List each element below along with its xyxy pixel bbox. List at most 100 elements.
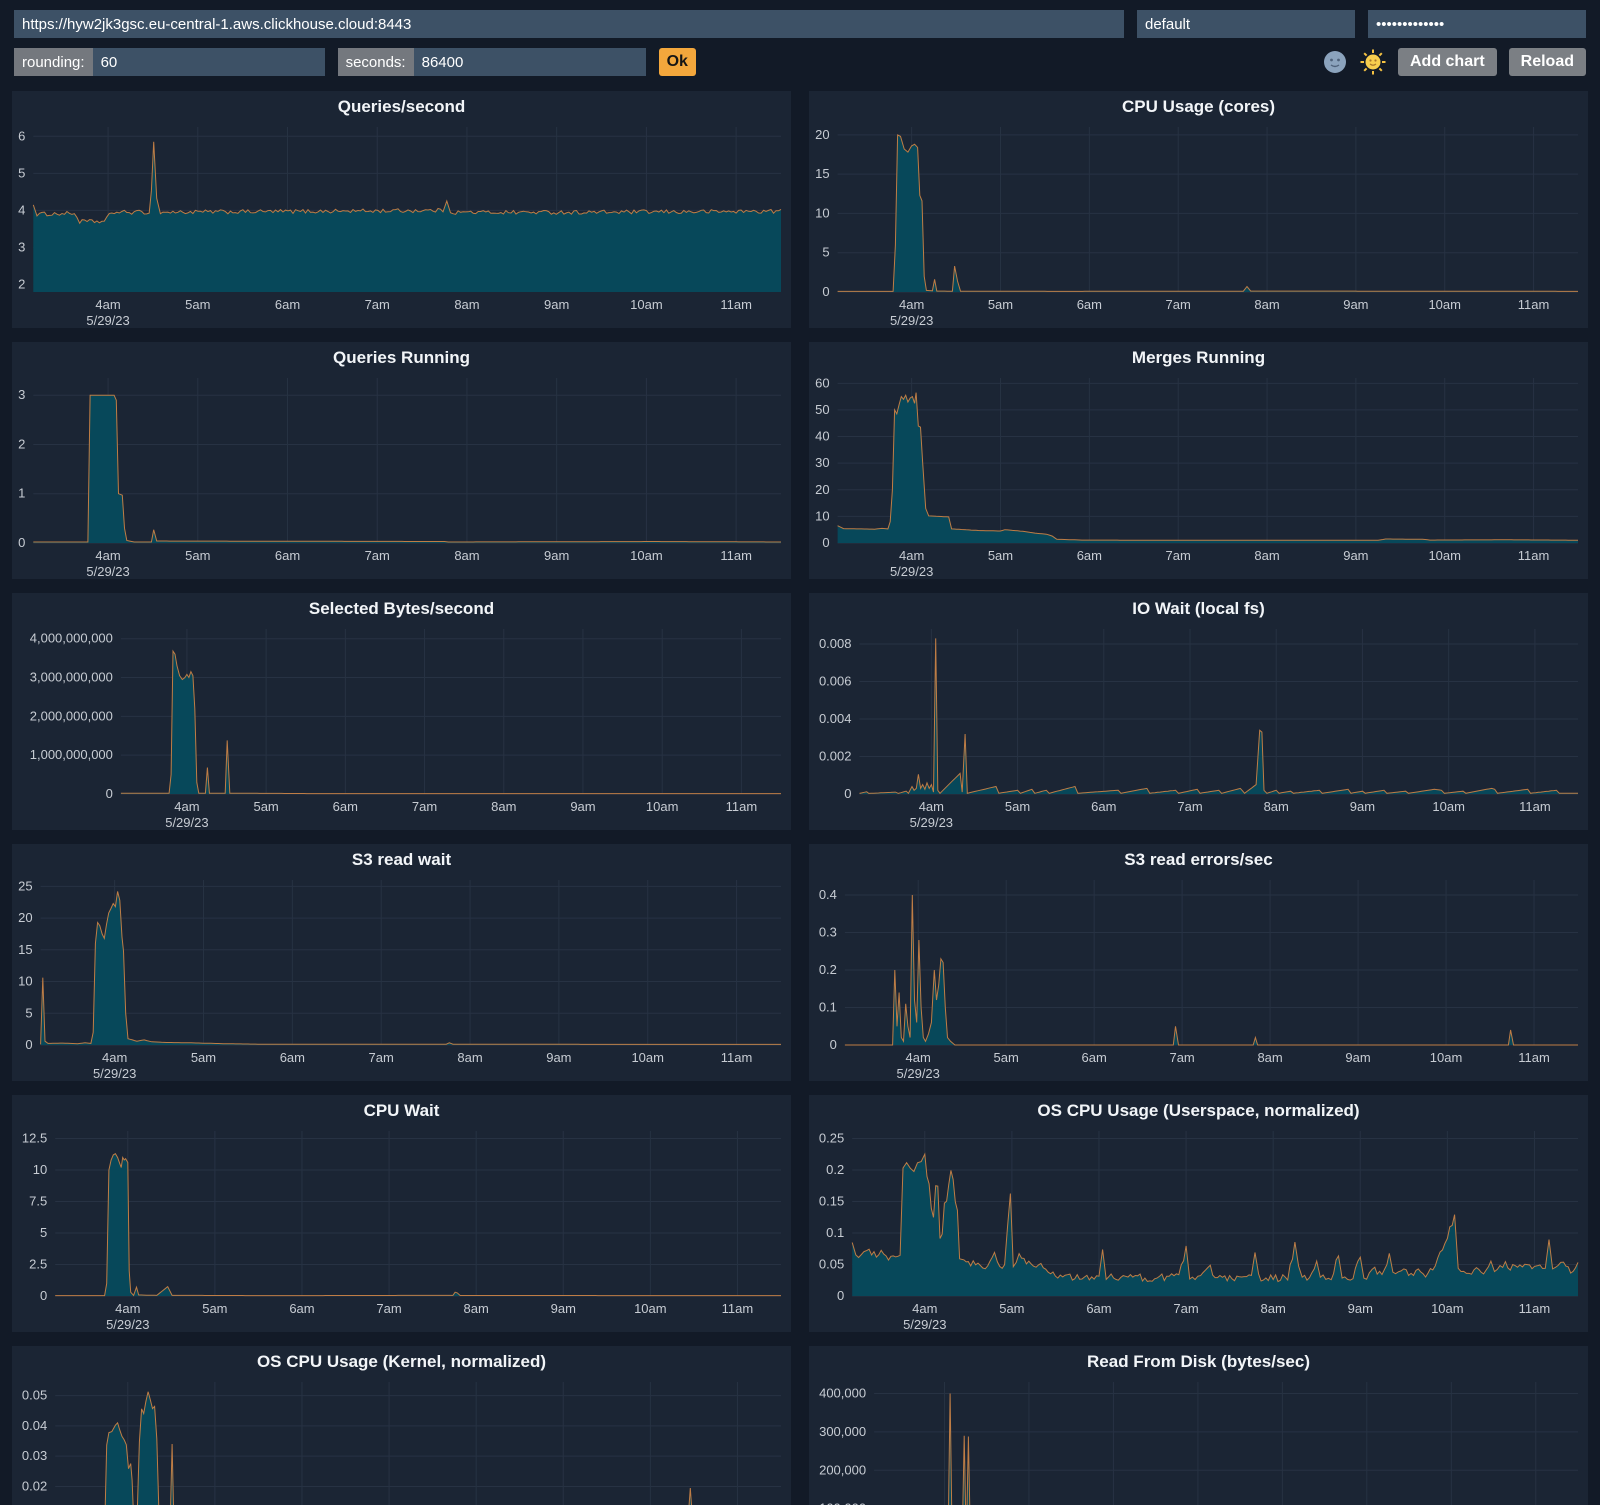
- chart-title: CPU Usage (cores): [1121, 97, 1276, 116]
- svg-text:5/29/23: 5/29/23: [165, 815, 208, 830]
- seconds-field: seconds:: [337, 48, 646, 76]
- chart-title: IO Wait (local fs): [1132, 599, 1265, 618]
- svg-text:0.004: 0.004: [819, 711, 852, 726]
- svg-text:20: 20: [18, 910, 32, 925]
- chart-plot[interactable]: 0 5 10 15 20 4am 5/29/23 5am 6am 7am 8am 9am 10am 11a…: [809, 119, 1588, 328]
- chart-plot[interactable]: 0 1 2 3 4am 5/29/23 5am 6am 7am 8am 9am 10am 11am: [12, 370, 791, 579]
- svg-text:25: 25: [18, 878, 32, 893]
- svg-text:0.1: 0.1: [826, 1225, 844, 1240]
- svg-text:0: 0: [837, 1288, 844, 1303]
- svg-text:8am: 8am: [1261, 1301, 1286, 1316]
- svg-text:0: 0: [106, 786, 113, 801]
- moon-icon[interactable]: [1322, 49, 1348, 75]
- chart-card-5: Selected Bytes/second 0 1,000,000,000 2,000…: [12, 593, 791, 830]
- svg-text:10am: 10am: [631, 1050, 664, 1065]
- svg-text:9am: 9am: [1348, 1301, 1373, 1316]
- svg-text:0.25: 0.25: [819, 1131, 844, 1146]
- svg-text:10am: 10am: [646, 799, 679, 814]
- chart-title: S3 read errors/sec: [1124, 850, 1273, 869]
- chart-title: S3 read wait: [351, 850, 452, 869]
- svg-text:5am: 5am: [202, 1301, 227, 1316]
- chart-plot[interactable]: 0 5 10 15 20 25 4am 5/29/23 5am 6am 7am 8am 9am 10am 1…: [12, 872, 791, 1081]
- svg-text:10: 10: [815, 508, 829, 523]
- svg-text:0.002: 0.002: [819, 749, 852, 764]
- svg-text:11am: 11am: [1519, 1301, 1551, 1316]
- chart-card-7: S3 read wait 0 5 10 15 20 25 4am 5/29/23 5am 6am 7a…: [12, 844, 791, 1081]
- svg-text:15: 15: [815, 166, 829, 181]
- svg-text:5am: 5am: [185, 548, 210, 563]
- svg-text:20: 20: [815, 482, 829, 497]
- chart-plot[interactable]: 00.010.020.030.040.054am5/29/235am6am7am…: [12, 1374, 791, 1505]
- svg-text:5: 5: [822, 245, 829, 260]
- chart-title: Selected Bytes/second: [308, 599, 495, 618]
- chart-card-12: Read From Disk (bytes/sec)0100,000200,00…: [809, 1346, 1588, 1505]
- chart-plot[interactable]: 2 3 4 5 6 4am 5/29/23 5am 6am 7am 8am 9am 10am 11am: [12, 119, 791, 328]
- rounding-input[interactable]: [92, 48, 325, 76]
- chart-plot[interactable]: 0 1,000,000,000 2,000,000,000 3,000,000,000…: [12, 621, 791, 830]
- svg-text:10am: 10am: [634, 1301, 667, 1316]
- svg-text:7am: 7am: [1166, 297, 1191, 312]
- svg-text:9am: 9am: [1345, 1050, 1370, 1065]
- chart-plot[interactable]: 0100,000200,000300,000400,0004am5/29/235…: [809, 1374, 1588, 1505]
- chart-plot[interactable]: 0 0.1 0.2 0.3 0.4 4am 5/29/23 5am 6am 7am 8am 9am 10…: [809, 872, 1588, 1081]
- svg-text:9am: 9am: [544, 548, 569, 563]
- svg-text:0.4: 0.4: [819, 887, 837, 902]
- svg-text:0.3: 0.3: [819, 925, 837, 940]
- chart-plot[interactable]: 0 0.05 0.1 0.15 0.2 0.25 4am 5/29/23 5am 6am 7am 8a…: [809, 1123, 1588, 1332]
- svg-text:0: 0: [18, 535, 25, 550]
- svg-text:400,000: 400,000: [819, 1386, 866, 1401]
- password-input[interactable]: [1368, 10, 1586, 38]
- svg-text:6am: 6am: [275, 548, 300, 563]
- controls-bar: rounding: seconds: Ok: [14, 48, 1586, 76]
- svg-text:9am: 9am: [1350, 799, 1375, 814]
- add-chart-button[interactable]: Add chart: [1397, 48, 1497, 76]
- svg-text:4am: 4am: [95, 297, 120, 312]
- svg-text:7am: 7am: [365, 297, 390, 312]
- svg-text:10am: 10am: [1430, 1050, 1463, 1065]
- svg-text:0.03: 0.03: [22, 1448, 47, 1463]
- svg-text:8am: 8am: [491, 799, 516, 814]
- svg-text:8am: 8am: [464, 1301, 489, 1316]
- svg-text:6am: 6am: [1091, 799, 1116, 814]
- ok-button[interactable]: Ok: [658, 48, 696, 76]
- svg-text:5: 5: [18, 165, 25, 180]
- svg-text:5am: 5am: [999, 1301, 1024, 1316]
- svg-text:8am: 8am: [457, 1050, 482, 1065]
- user-input[interactable]: [1137, 10, 1355, 38]
- connection-bar: [14, 10, 1586, 38]
- sun-icon[interactable]: [1360, 49, 1386, 75]
- svg-text:5/29/23: 5/29/23: [86, 564, 129, 579]
- svg-text:1: 1: [18, 486, 25, 501]
- svg-text:5am: 5am: [185, 297, 210, 312]
- svg-text:3,000,000,000: 3,000,000,000: [30, 670, 113, 685]
- toolbar-right-group: Add chart Reload: [1322, 48, 1586, 76]
- svg-text:10: 10: [18, 974, 32, 989]
- chart-title: CPU Wait: [363, 1101, 440, 1120]
- svg-text:0.1: 0.1: [819, 1000, 837, 1015]
- charts-grid: Queries/second 2 3 4 5 6 4am 5/29/23 5am 6am 7am 8a…: [12, 91, 1588, 1505]
- svg-text:5/29/23: 5/29/23: [890, 313, 933, 328]
- svg-text:300,000: 300,000: [819, 1424, 866, 1439]
- svg-text:2.5: 2.5: [29, 1257, 47, 1272]
- svg-text:11am: 11am: [1518, 548, 1550, 563]
- svg-text:6am: 6am: [1077, 548, 1102, 563]
- chart-plot[interactable]: 0 0.002 0.004 0.006 0.008 4am 5/29/23 5am 6am 7am…: [809, 621, 1588, 830]
- svg-text:7am: 7am: [1173, 1301, 1198, 1316]
- url-input[interactable]: [14, 10, 1124, 38]
- svg-text:0: 0: [25, 1037, 32, 1052]
- chart-plot[interactable]: 0 2.5 5 7.5 10 12.5 4am 5/29/23 5am 6am 7am 8am 9am 1…: [12, 1123, 791, 1332]
- chart-plot[interactable]: 0 10 20 30 40 50 60 4am 5/29/23 5am 6am 7am 8am 9am 10…: [809, 370, 1588, 579]
- svg-text:4am: 4am: [919, 799, 944, 814]
- svg-text:30: 30: [815, 455, 829, 470]
- svg-text:11am: 11am: [720, 548, 752, 563]
- reload-button[interactable]: Reload: [1508, 48, 1586, 76]
- svg-text:6am: 6am: [1086, 1301, 1111, 1316]
- svg-text:5/29/23: 5/29/23: [910, 815, 953, 830]
- svg-text:5am: 5am: [994, 1050, 1019, 1065]
- svg-text:0: 0: [40, 1288, 47, 1303]
- seconds-input[interactable]: [413, 48, 646, 76]
- svg-text:5am: 5am: [988, 548, 1013, 563]
- svg-text:11am: 11am: [720, 297, 752, 312]
- svg-text:0.02: 0.02: [22, 1478, 47, 1493]
- chart-card-6: IO Wait (local fs) 0 0.002 0.004 0.006 0.008 4…: [809, 593, 1588, 830]
